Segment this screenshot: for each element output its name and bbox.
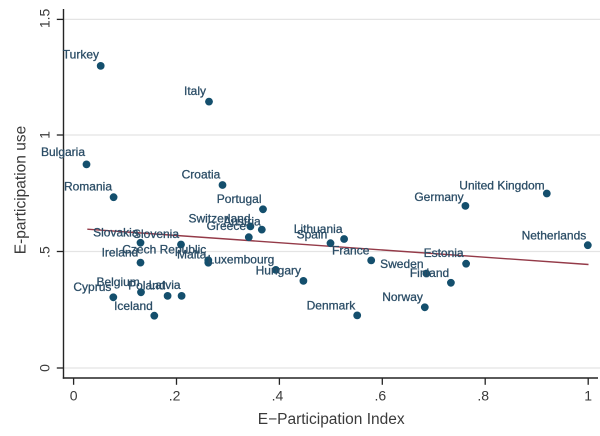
svg-text:.2: .2 [169, 388, 181, 404]
svg-text:Croatia: Croatia [182, 168, 221, 182]
svg-text:Slovakia: Slovakia [93, 225, 139, 239]
svg-text:1: 1 [36, 131, 52, 139]
svg-text:Ireland: Ireland [102, 245, 139, 259]
svg-text:0: 0 [36, 364, 52, 372]
svg-text:.6: .6 [375, 388, 387, 404]
svg-text:.5: .5 [36, 246, 52, 258]
svg-text:Romania: Romania [64, 180, 112, 194]
svg-text:0: 0 [70, 388, 78, 404]
svg-text:Bulgaria: Bulgaria [41, 145, 85, 159]
svg-text:Finland: Finland [410, 266, 449, 280]
svg-text:Belgium: Belgium [96, 275, 139, 289]
svg-text:Turkey: Turkey [63, 48, 99, 62]
svg-text:Poland: Poland [128, 278, 165, 292]
svg-text:Slovenia: Slovenia [133, 227, 179, 241]
svg-text:Germany: Germany [414, 190, 463, 204]
svg-text:E−Participation Index: E−Participation Index [258, 411, 405, 428]
svg-text:Austria: Austria [223, 215, 261, 229]
svg-text:Greece: Greece [207, 219, 247, 233]
svg-text:E-participation use: E-participation use [12, 126, 29, 254]
svg-text:Spain: Spain [297, 228, 328, 242]
svg-text:Portugal: Portugal [217, 192, 262, 206]
svg-text:Iceland: Iceland [114, 299, 153, 313]
svg-text:France: France [332, 243, 370, 257]
svg-text:Czech Republic: Czech Republic [122, 243, 206, 257]
svg-text:Lithuania: Lithuania [294, 222, 343, 236]
svg-text:Norway: Norway [382, 290, 423, 304]
svg-text:Denmark: Denmark [307, 298, 357, 312]
svg-text:United Kingdom: United Kingdom [459, 178, 544, 192]
svg-text:Cyprus: Cyprus [73, 280, 111, 294]
svg-text:Estonia: Estonia [424, 246, 464, 260]
svg-text:Switzerland: Switzerland [188, 211, 250, 225]
svg-text:Sweden: Sweden [380, 257, 423, 271]
svg-text:.8: .8 [477, 388, 489, 404]
svg-text:Netherlands: Netherlands [522, 229, 587, 243]
svg-text:Hungary: Hungary [256, 264, 301, 278]
svg-text:1: 1 [584, 388, 592, 404]
svg-text:Italy: Italy [184, 84, 206, 98]
svg-text:Malta: Malta [177, 248, 207, 262]
svg-text:.4: .4 [272, 388, 284, 404]
svg-text:Luxembourg: Luxembourg [208, 253, 275, 267]
svg-text:1.5: 1.5 [36, 8, 52, 28]
svg-text:Latvia: Latvia [149, 278, 181, 292]
